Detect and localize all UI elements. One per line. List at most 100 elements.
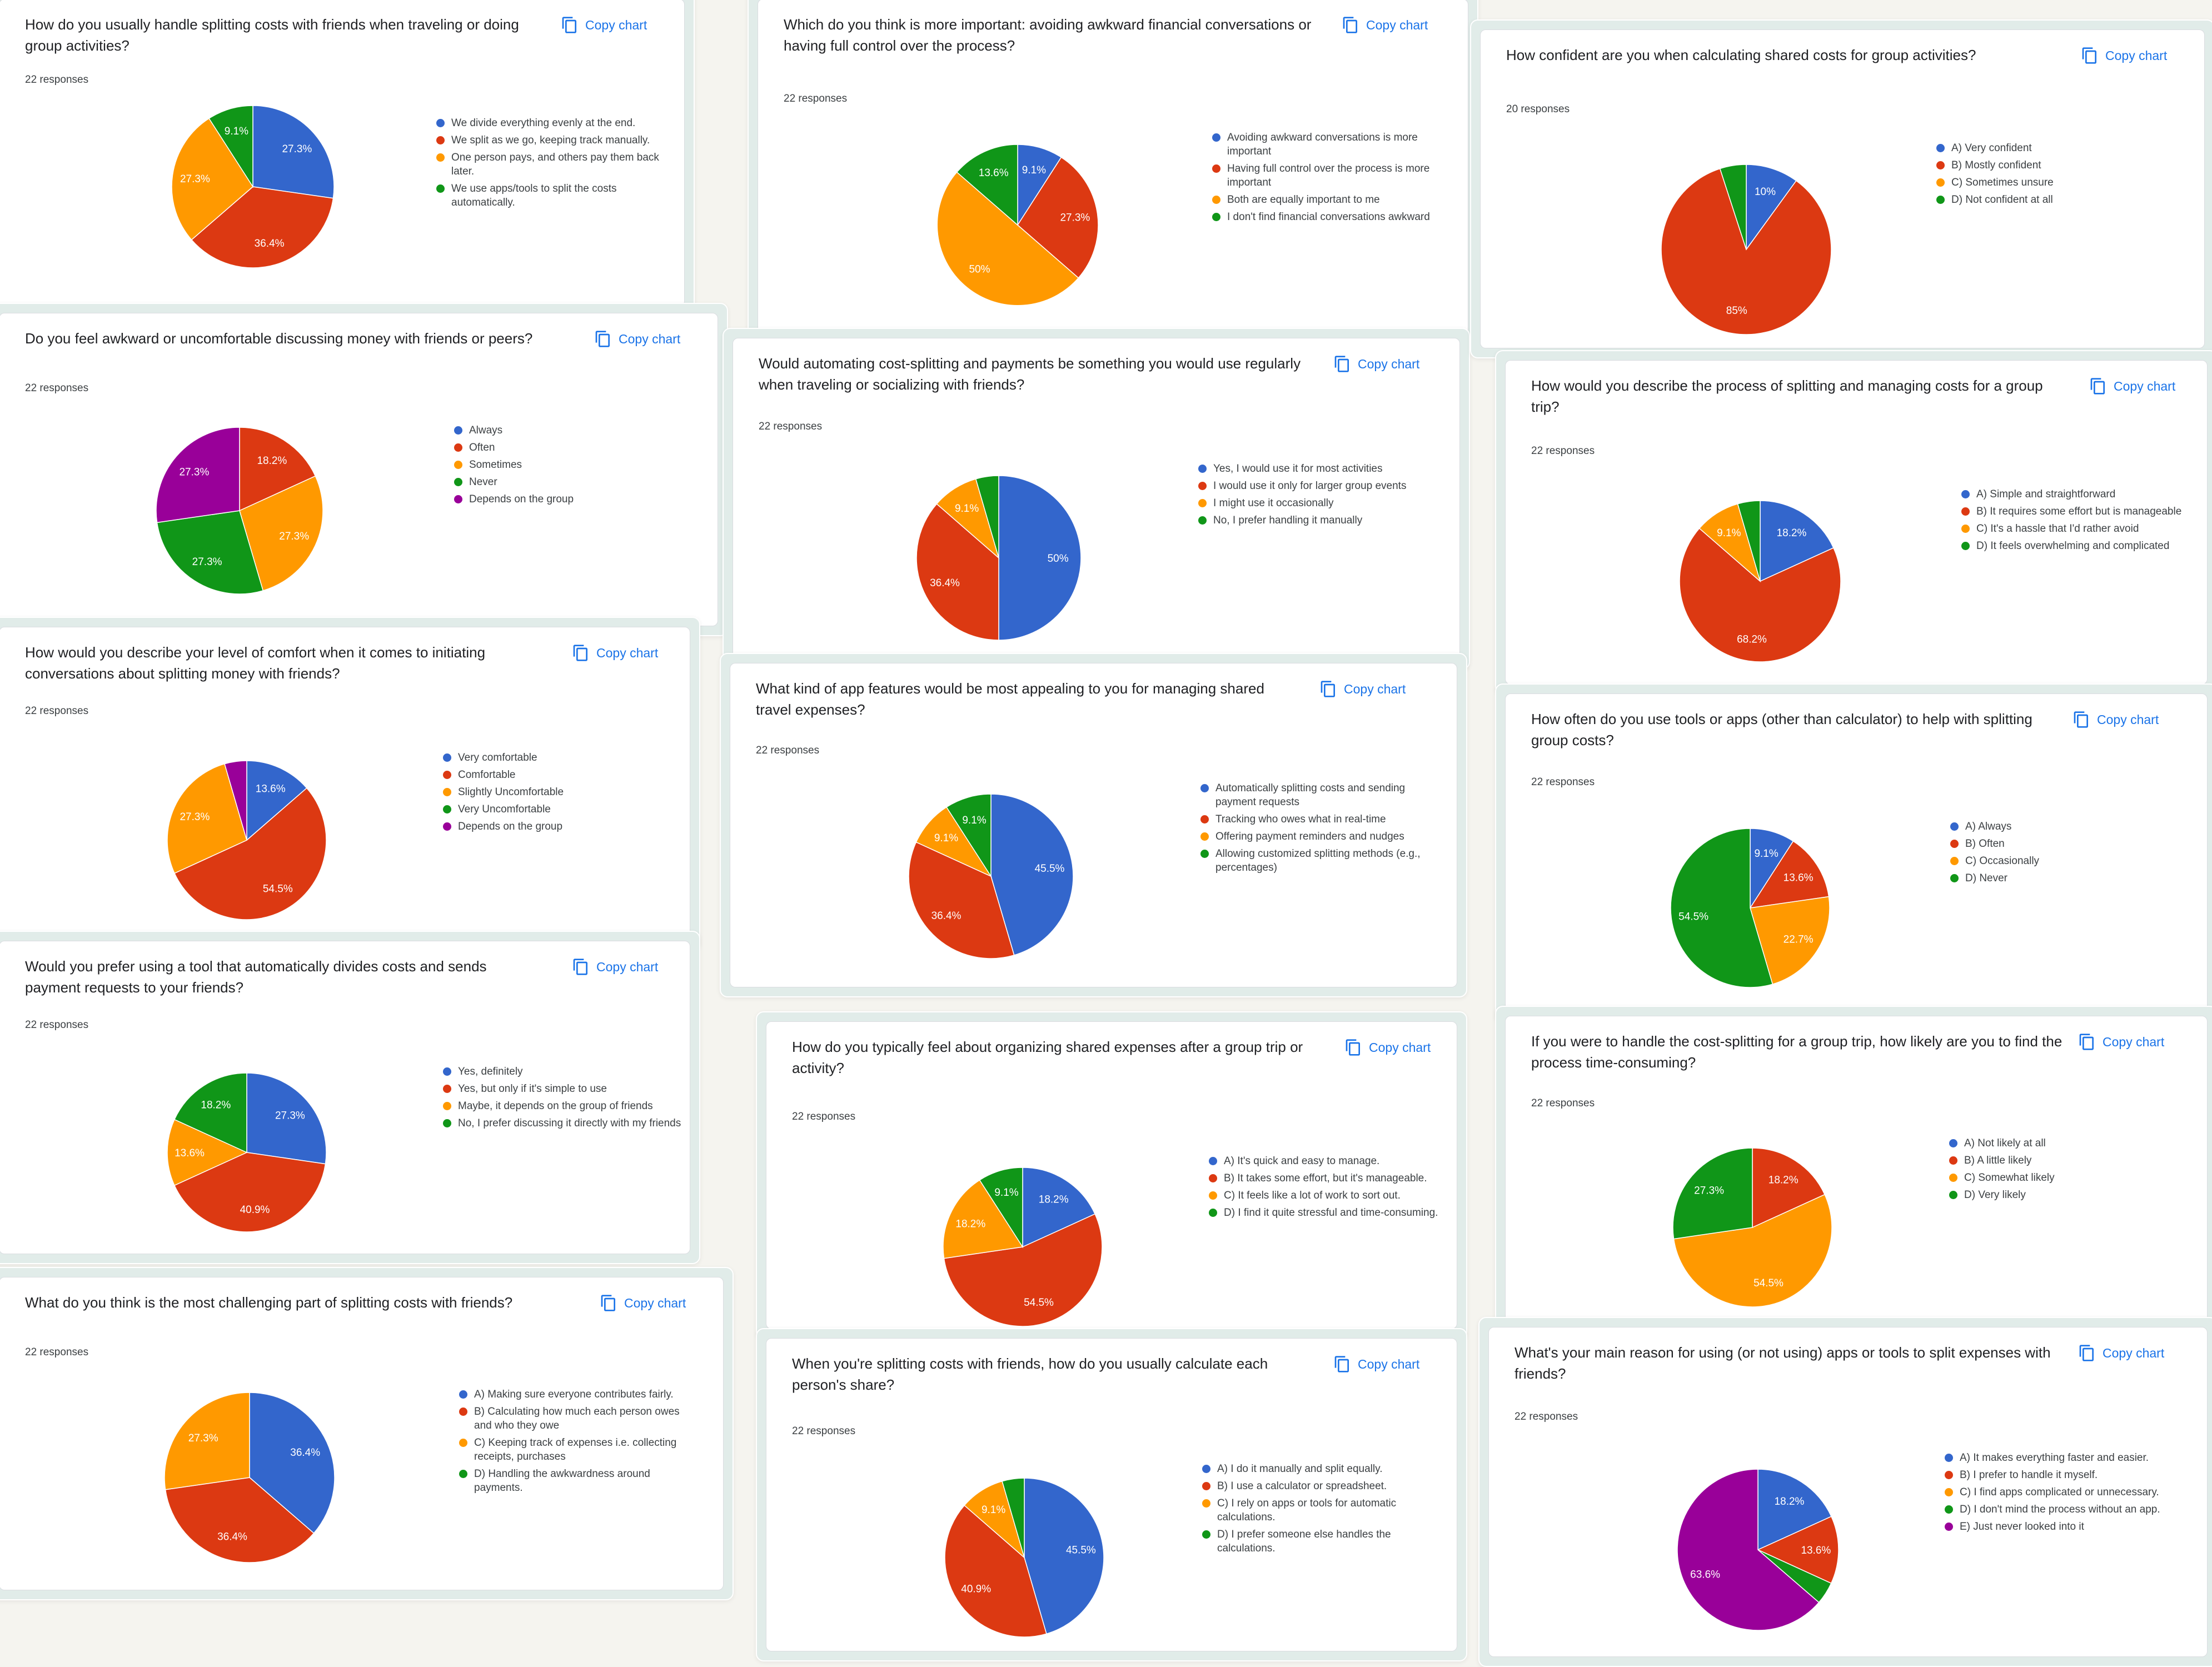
pie-slice[interactable] [156,427,240,523]
pie-slice[interactable] [239,475,323,591]
pie-slice[interactable] [164,1392,250,1490]
legend-item[interactable]: I might use it occasionally [1198,496,1437,510]
pie-slice[interactable] [1757,1516,1839,1584]
legend-item[interactable]: B) It requires some effort but is manage… [1961,505,2200,518]
pie-slice[interactable] [1677,1469,1820,1631]
copy-chart-button[interactable]: Copy chart [1333,355,1419,373]
legend-item[interactable]: Slightly Uncomfortable [443,785,682,799]
pie-slice[interactable] [915,806,993,877]
legend-item[interactable]: I don't find financial conversations awk… [1212,210,1451,224]
legend-item[interactable]: Comfortable [443,768,682,782]
legend-item[interactable]: Avoiding awkward conversations is more i… [1212,131,1451,158]
legend-item[interactable]: B) Often [1950,837,2189,851]
copy-chart-button[interactable]: Copy chart [572,958,658,976]
legend-item[interactable]: A) Making sure everyone contributes fair… [459,1387,698,1401]
pie-slice[interactable] [943,1213,1103,1327]
pie-slice[interactable] [1757,1469,1832,1551]
legend-item[interactable]: D) Very likely [1949,1188,2188,1202]
legend-item[interactable]: B) It takes some effort, but it's manage… [1209,1171,1448,1185]
legend-item[interactable]: C) It feels like a lot of work to sort o… [1209,1189,1448,1202]
copy-chart-button[interactable]: Copy chart [2089,377,2175,395]
legend-item[interactable]: B) Calculating how much each person owes… [459,1405,698,1433]
pie-slice[interactable] [249,1392,335,1534]
pie-slice[interactable] [1673,1194,1832,1307]
pie-slice[interactable] [208,105,253,188]
legend-item[interactable]: Very comfortable [443,751,682,765]
copy-chart-button[interactable]: Copy chart [1319,680,1406,698]
pie-slice[interactable] [173,1072,247,1154]
legend-item[interactable]: Very Uncomfortable [443,802,682,816]
copy-chart-button[interactable]: Copy chart [594,330,680,348]
pie-slice[interactable] [167,763,247,874]
copy-chart-button[interactable]: Copy chart [600,1294,686,1312]
pie-slice[interactable] [1746,164,1797,251]
legend-item[interactable]: Sometimes [454,458,693,472]
legend-item[interactable]: D) It feels overwhelming and complicated [1961,539,2200,553]
pie-slice[interactable] [964,1480,1025,1559]
pie-slice[interactable] [936,171,1079,306]
legend-item[interactable]: Depends on the group [443,820,682,834]
pie-slice[interactable] [1672,1147,1753,1240]
legend-item[interactable]: B) A little likely [1949,1154,2188,1167]
legend-item[interactable]: Both are equally important to me [1212,193,1451,207]
legend-item[interactable]: A) It makes everything faster and easier… [1945,1451,2184,1465]
legend-item[interactable]: C) Keeping track of expenses i.e. collec… [459,1436,698,1464]
pie-slice[interactable] [1749,840,1830,909]
pie-slice[interactable] [1661,168,1832,335]
legend-item[interactable]: Allowing customized splitting methods (e… [1200,847,1439,875]
legend-item[interactable]: Yes, I would use it for most activities [1198,462,1437,476]
legend-item[interactable]: Having full control over the process is … [1212,162,1451,189]
pie-slice[interactable] [945,793,992,878]
legend-item[interactable]: C) Somewhat likely [1949,1171,2188,1185]
pie-slice[interactable] [171,118,253,241]
legend-item[interactable]: Yes, definitely [443,1065,682,1079]
legend-item[interactable]: C) It's a hassle that I'd rather avoid [1961,522,2200,536]
pie-slice[interactable] [1698,503,1761,583]
pie-slice[interactable] [239,427,316,512]
pie-slice[interactable] [956,144,1018,226]
pie-slice[interactable] [173,787,327,920]
legend-item[interactable]: D) Never [1950,871,2189,885]
legend-item[interactable]: We split as we go, keeping track manuall… [436,133,675,147]
pie-slice[interactable] [1719,164,1747,250]
pie-slice[interactable] [1017,144,1062,227]
pie-slice[interactable] [246,1072,327,1165]
pie-slice[interactable] [998,475,1082,641]
pie-slice[interactable] [908,841,1015,959]
legend-item[interactable]: A) Always [1950,820,2189,834]
pie-slice[interactable] [936,478,1000,560]
pie-slice[interactable] [1750,896,1830,985]
legend-item[interactable]: D) I find it quite stressful and time-co… [1209,1206,1448,1220]
pie-slice[interactable] [975,475,999,558]
legend-item[interactable]: Depends on the group [454,492,693,506]
legend-item[interactable]: No, I prefer handling it manually [1198,513,1437,527]
legend-item[interactable]: C) I rely on apps or tools for automatic… [1202,1496,1441,1524]
legend-item[interactable]: Yes, but only if it's simple to use [443,1082,682,1096]
pie-slice[interactable] [156,510,264,595]
legend-item[interactable]: We use apps/tools to split the costs aut… [436,182,675,209]
legend-item[interactable]: Maybe, it depends on the group of friend… [443,1099,682,1113]
pie-slice[interactable] [943,1179,1024,1259]
pie-slice[interactable] [1752,1147,1826,1229]
pie-slice[interactable] [944,1505,1047,1638]
legend-item[interactable]: B) I prefer to handle it myself. [1945,1468,2184,1482]
legend-item[interactable]: One person pays, and others pay them bac… [436,151,675,178]
pie-slice[interactable] [1760,500,1834,582]
pie-slice[interactable] [1017,157,1099,279]
pie-slice[interactable] [990,793,1074,956]
copy-chart-button[interactable]: Copy chart [1344,1039,1431,1056]
copy-chart-button[interactable]: Copy chart [561,16,647,34]
pie-slice[interactable] [1670,828,1773,988]
legend-item[interactable]: A) Very confident [1936,141,2175,155]
legend-item[interactable]: C) Occasionally [1950,854,2189,868]
legend-item[interactable]: B) I use a calculator or spreadsheet. [1202,1479,1441,1493]
copy-chart-button[interactable]: Copy chart [1342,16,1428,34]
legend-item[interactable]: B) Mostly confident [1936,158,2175,172]
pie-slice[interactable] [191,186,334,268]
pie-slice[interactable] [1024,1478,1104,1635]
pie-slice[interactable] [1022,1167,1096,1248]
legend-item[interactable]: Tracking who owes what in real-time [1200,812,1439,826]
pie-slice[interactable] [173,1152,326,1232]
pie-slice[interactable] [252,105,335,199]
legend-item[interactable]: Often [454,441,693,455]
